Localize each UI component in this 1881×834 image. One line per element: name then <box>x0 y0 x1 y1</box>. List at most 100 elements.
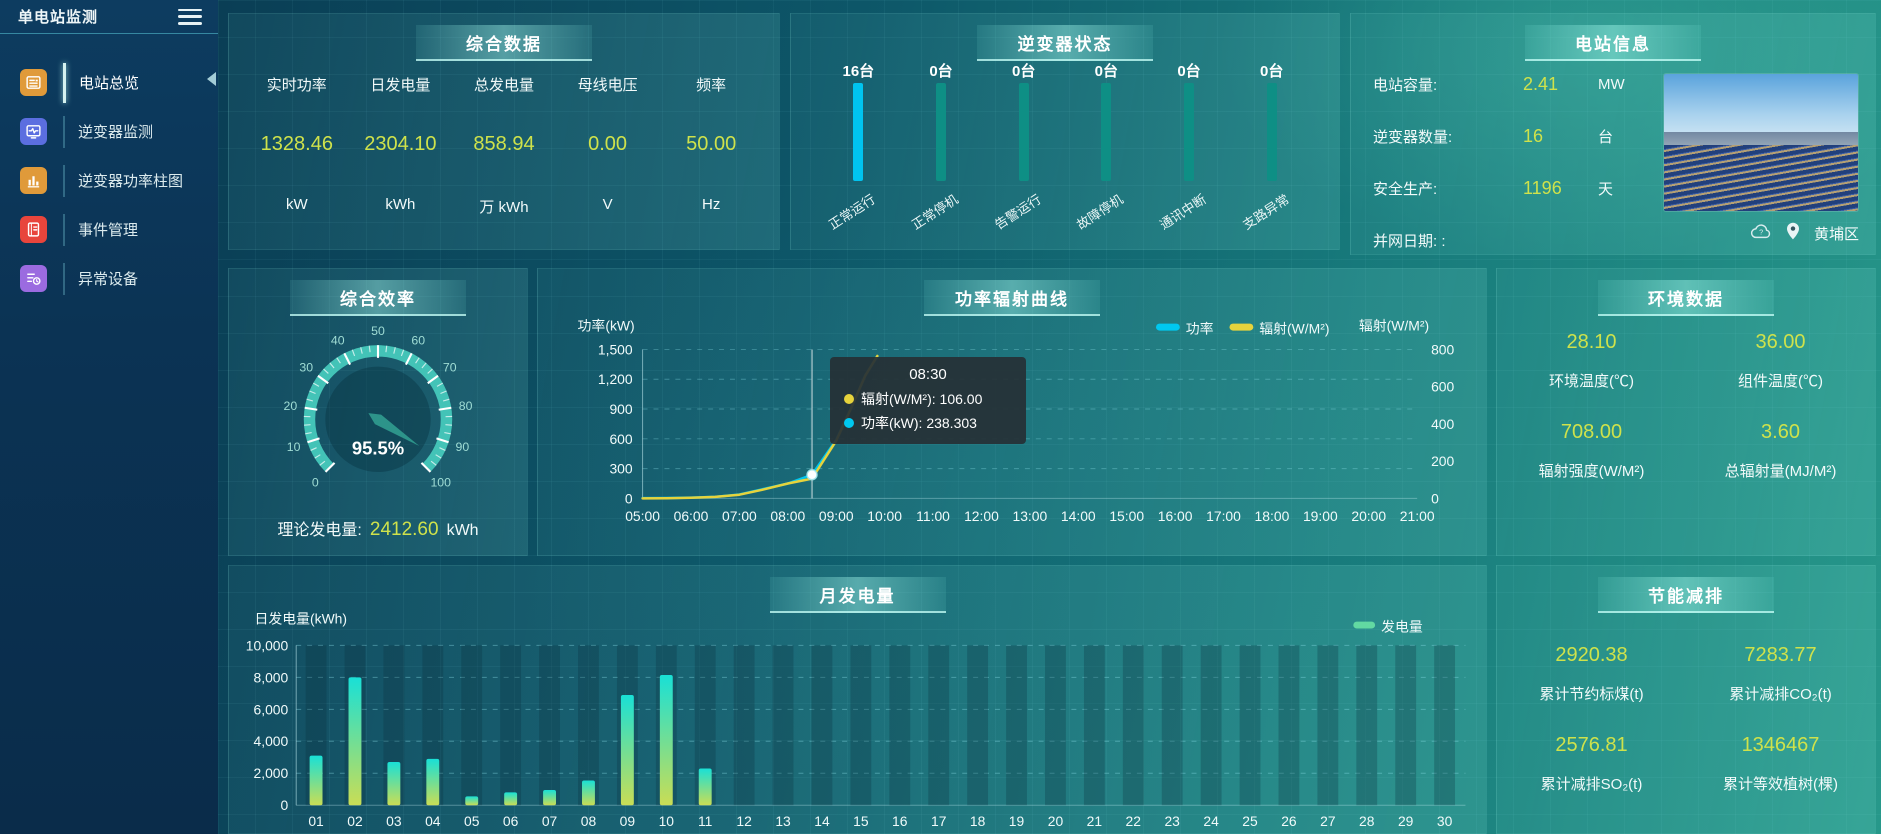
station-info-rows: 电站容量: 2.41 MW 逆变器数量: 16 台 安全生产: 1196 天 并… <box>1373 58 1673 266</box>
svg-text:26: 26 <box>1281 813 1297 829</box>
sidebar-collapse-arrow[interactable] <box>207 72 216 86</box>
inverter-status-item: 0台 支路异常 <box>1239 63 1292 233</box>
svg-text:17:00: 17:00 <box>1206 508 1241 524</box>
app-title: 单电站监测 <box>18 9 99 26</box>
svg-text:1,500: 1,500 <box>598 341 633 357</box>
inverter-monitor-icon <box>20 118 47 145</box>
panel-overview-data: 综合数据 实时功率 1328.46 kW 日发电量 2304.10 kWh 总发… <box>228 13 780 250</box>
svg-text:300: 300 <box>609 461 632 477</box>
svg-text:07: 07 <box>542 813 558 829</box>
svg-text:日发电量(kWh): 日发电量(kWh) <box>255 611 348 627</box>
svg-text:发电量: 发电量 <box>1381 619 1423 635</box>
panel-title: 综合效率 <box>290 280 466 316</box>
inverter-count-row: 逆变器数量: 16 台 <box>1373 125 1614 146</box>
inverter-status-item: 0台 故障停机 <box>1074 63 1127 233</box>
panel-title: 功率辐射曲线 <box>924 280 1100 316</box>
svg-text:09:00: 09:00 <box>819 508 854 524</box>
menu-toggle-icon[interactable] <box>178 8 202 25</box>
svg-text:06: 06 <box>503 813 519 829</box>
svg-text:18:00: 18:00 <box>1255 508 1290 524</box>
saving-grid: 2920.38 累计节约标煤(t) 7283.77 累计减排CO₂(t) 257… <box>1497 644 1875 794</box>
sidebar: 单电站监测 电站总览 逆变器监测 逆变器功率柱图 <box>0 0 218 834</box>
svg-text:03: 03 <box>386 813 402 829</box>
svg-text:600: 600 <box>1431 379 1454 395</box>
sidebar-item-inverter-power-bars[interactable]: 逆变器功率柱图 <box>0 156 218 205</box>
svg-text:21: 21 <box>1087 813 1103 829</box>
svg-text:95.5%: 95.5% <box>352 437 404 458</box>
metric-value: 50.00 <box>686 133 737 155</box>
svg-text:11:00: 11:00 <box>916 508 950 524</box>
nav-divider <box>63 115 65 148</box>
sidebar-item-label: 逆变器监测 <box>78 124 154 141</box>
svg-text:0: 0 <box>312 475 319 489</box>
inverter-status-item: 0台 告警运行 <box>991 63 1044 233</box>
theoretical-generation: 理论发电量: 2412.60 kWh <box>277 519 479 540</box>
panel-environment-data: 环境数据 28.10 环境温度(℃) 36.00 组件温度(℃) 708.00 … <box>1496 268 1876 556</box>
sidebar-item-abnormal-devices[interactable]: 异常设备 <box>0 254 218 303</box>
sidebar-header: 单电站监测 <box>0 0 218 34</box>
sidebar-item-event-management[interactable]: 事件管理 <box>0 205 218 254</box>
sidebar-item-station-overview[interactable]: 电站总览 <box>0 58 218 107</box>
location-pin-icon[interactable] <box>1786 222 1800 245</box>
svg-text:400: 400 <box>1431 416 1454 432</box>
bar-day-05 <box>465 796 479 806</box>
svg-text:10,000: 10,000 <box>246 637 289 653</box>
efficiency-gauge-chart: 0 10 20 30 40 50 60 70 80 90 100 95.5% <box>284 324 473 489</box>
svg-text:功率(kW): 功率(kW) <box>578 318 635 334</box>
svg-text:20: 20 <box>1048 813 1064 829</box>
svg-text:15: 15 <box>853 813 869 829</box>
svg-text:21:00: 21:00 <box>1400 508 1435 524</box>
station-location: ? 黄埔区 <box>1750 222 1859 245</box>
inverter-status-item: 0台 正常停机 <box>909 63 961 233</box>
overview-metrics: 实时功率 1328.46 kW 日发电量 2304.10 kWh 总发电量 85… <box>229 14 779 249</box>
svg-text:30: 30 <box>299 361 313 375</box>
saving-so2: 2576.81 累计减排SO₂(t) <box>1540 734 1643 793</box>
photo-mountains <box>1664 131 1858 146</box>
district-name[interactable]: 黄埔区 <box>1813 226 1859 243</box>
panel-station-info: 电站信息 电站容量: 2.41 MW 逆变器数量: 16 台 安全生产: 119… <box>1350 13 1876 255</box>
svg-text:19: 19 <box>1009 813 1025 829</box>
svg-text:12:00: 12:00 <box>964 508 999 524</box>
bar-day-10 <box>659 674 673 806</box>
sidebar-item-label: 异常设备 <box>78 271 139 288</box>
svg-text:60: 60 <box>411 334 425 348</box>
metric-value: 858.94 <box>473 133 535 155</box>
svg-text:01: 01 <box>308 813 324 829</box>
svg-text:功率: 功率 <box>1186 321 1214 337</box>
svg-text:23: 23 <box>1164 813 1180 829</box>
svg-text:27: 27 <box>1320 813 1336 829</box>
dashboard-main: 综合数据 实时功率 1328.46 kW 日发电量 2304.10 kWh 总发… <box>218 0 1881 834</box>
nav-divider <box>63 262 65 295</box>
svg-text:13: 13 <box>775 813 791 829</box>
bar-day-03 <box>387 762 401 806</box>
svg-text:200: 200 <box>1431 453 1454 469</box>
svg-text:20:00: 20:00 <box>1351 508 1386 524</box>
svg-text:800: 800 <box>1431 341 1454 357</box>
svg-text:30: 30 <box>1437 813 1453 829</box>
svg-text:14:00: 14:00 <box>1061 508 1096 524</box>
svg-text:10: 10 <box>659 813 675 829</box>
photo-solar-panels <box>1664 145 1858 211</box>
metric-total-generation: 总发电量 858.94 万 kWh <box>452 14 556 249</box>
metric-bus-voltage: 母线电压 0.00 V <box>556 14 660 249</box>
svg-text:2,000: 2,000 <box>254 765 289 781</box>
panel-efficiency: 综合效率 0 10 20 30 40 50 60 70 80 90 100 95.5% 理论发电量: 2… <box>228 268 528 556</box>
metric-value: 0.00 <box>588 133 628 155</box>
panel-energy-saving: 节能减排 2920.38 累计节约标煤(t) 7283.77 累计减排CO₂(t… <box>1496 565 1876 834</box>
svg-text:100: 100 <box>430 475 451 489</box>
metric-daily-generation: 日发电量 2304.10 kWh <box>349 14 453 249</box>
svg-text:0: 0 <box>625 490 633 506</box>
environment-grid: 28.10 环境温度(℃) 36.00 组件温度(℃) 708.00 辐射强度(… <box>1497 331 1875 481</box>
power-dot <box>844 418 854 428</box>
svg-text:900: 900 <box>609 401 632 417</box>
env-total-radiation: 3.60 总辐射量(MJ/M²) <box>1724 421 1837 480</box>
svg-text:06:00: 06:00 <box>674 508 709 524</box>
svg-text:4,000: 4,000 <box>254 733 289 749</box>
sidebar-item-inverter-monitor[interactable]: 逆变器监测 <box>0 107 218 156</box>
weather-cloud-icon[interactable]: ? <box>1750 223 1772 244</box>
bar-day-06 <box>504 792 518 806</box>
monthly-generation-bar-chart: 日发电量(kWh) 发电量 0 2,000 4,000 6,000 8,000 10,000 0… <box>246 611 1466 829</box>
svg-text:08: 08 <box>581 813 597 829</box>
svg-text:辐射(W/M²): 辐射(W/M²) <box>1259 321 1329 337</box>
env-ambient-temp: 28.10 环境温度(℃) <box>1549 331 1634 390</box>
